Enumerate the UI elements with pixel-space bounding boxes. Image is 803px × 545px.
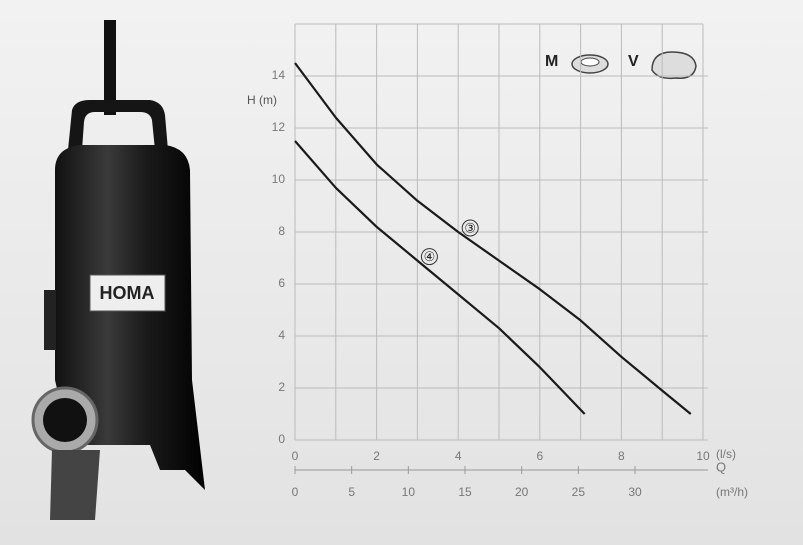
x-tick-label: 4 [455,449,462,463]
series-label-ring [461,219,479,237]
x-tick-label: 6 [536,449,543,463]
x2-tick-label: 5 [348,485,355,499]
x2-tick-label: 10 [402,485,416,499]
series-label: ③ [464,220,476,235]
x-tick-label: 10 [696,449,710,463]
series-line [294,140,586,415]
x2-tick-label: 25 [572,485,586,499]
y-tick-label: 12 [272,120,286,134]
marker-label: V [628,53,639,70]
y-tick-label: 14 [272,68,286,82]
marker-label: M [545,53,558,70]
x2-tick-label: 30 [628,485,642,499]
x2-tick-label: 15 [458,485,472,499]
series-label: ④ [424,249,436,264]
x2-tick-label: 0 [292,485,299,499]
pump-photo: HOMA [31,20,205,520]
y-tick-label: 8 [278,224,285,238]
x-axis-label: (l/s) [716,447,736,461]
x-tick-label: 2 [373,449,380,463]
x2-axis-name: Q [716,459,726,474]
y-tick-label: 6 [278,276,285,290]
y-tick-label: 2 [278,380,285,394]
x2-axis-label: (m³/h) [716,485,748,499]
x-tick-label: 8 [618,449,625,463]
brand-label: HOMA [100,283,155,303]
y-tick-label: 10 [272,172,286,186]
series-line [294,62,692,415]
y-tick-label: 0 [278,432,285,446]
series-label-ring [420,248,438,266]
y-axis-label: H (m) [247,93,277,107]
y-tick-label: 4 [278,328,285,342]
x2-tick-label: 20 [515,485,529,499]
x-tick-label: 0 [292,449,299,463]
